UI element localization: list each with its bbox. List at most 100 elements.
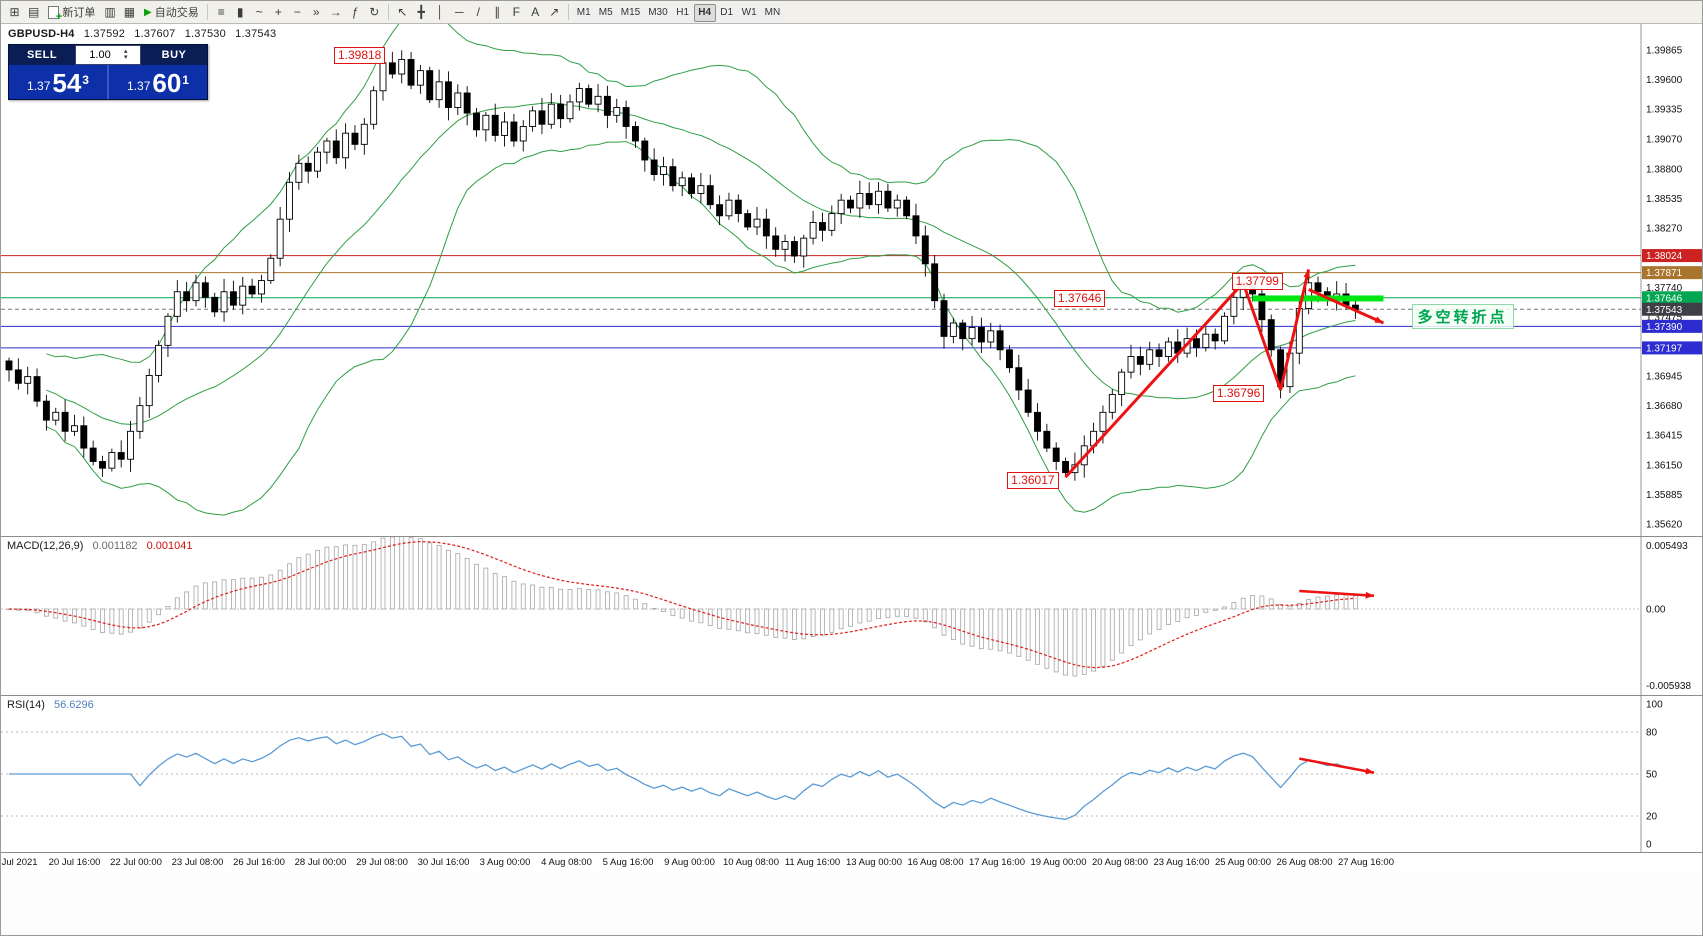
line-chart-button[interactable]: ~ [250,3,269,22]
cursor-button[interactable]: ↖ [393,3,412,22]
data-window-button[interactable]: ▦ [120,3,139,22]
macd-panel: 0.005493 0.00 -0.005938 MACD(12,26,9) 0.00… [1,536,1702,695]
macd-bar [44,608,49,617]
macd-bar [820,608,825,636]
timeframe-m15[interactable]: M15 [616,3,645,22]
zigzag-segment[interactable] [1064,281,1245,479]
candle-body [800,237,808,257]
macd-bar [773,608,779,638]
timeframe-h4[interactable]: H4 [693,3,716,22]
macd-bar [361,544,367,610]
main-chart-canvas[interactable]: 1.39865 1.39600 1.39335 1.39070 1.38800 1.385… [1,24,1703,536]
rsi-value: 56.6296 [53,699,94,711]
macd-bar [633,598,638,610]
spinner-up-icon[interactable]: ▴ [124,48,128,55]
horizontal-line-button[interactable]: ─ [450,3,469,22]
ohlc-open: 1.37592 [83,28,126,40]
trendline-button[interactable]: / [469,3,488,22]
zigzag-segment[interactable] [1241,282,1283,391]
price-annotation[interactable]: 1.39818 [333,47,386,65]
candle-body [14,369,22,384]
candle-body [538,110,546,125]
macd-bar [866,608,872,622]
macd-bar [259,576,264,610]
candle-body [342,132,350,159]
auto-scroll-button[interactable]: » [307,3,326,22]
macd-bar [1119,608,1125,654]
macd-bar [754,608,760,634]
macd-bar [932,608,938,629]
time-axis-label: 25 Aug 00:00 [1215,857,1271,868]
price-annotation[interactable]: 1.37799 [1231,272,1283,290]
spinner-down-icon[interactable]: ▾ [124,54,128,61]
autotrading-button[interactable]: ▶ 自动交易 [140,3,203,22]
candlestick-chart-button[interactable]: ▮ [231,3,250,22]
macd-bar [1137,608,1143,641]
volume-field: ▴ ▾ [75,45,141,65]
sell-price[interactable]: 1.37 54 3 [9,65,107,99]
timeframe-m30[interactable]: M30 [644,3,672,22]
macd-bar [53,608,59,619]
timeframe-mn[interactable]: MN [760,3,785,22]
candle-body [1164,341,1172,357]
sell-button[interactable]: SELL [9,45,75,65]
candle-body [529,110,537,127]
time-axis[interactable]: 20 Jul 2021 20 Jul 16:00 22 Jul 00:00 23 Ju… [1,852,1702,873]
candle-body [229,291,237,306]
ohlc-high: 1.37607 [134,28,176,40]
timeframe-d1[interactable]: D1 [715,3,738,22]
bars-chart-icon: ≡ [217,5,225,19]
refresh-button[interactable]: ↻ [365,3,384,22]
time-axis-label: 23 Jul 08:00 [171,857,224,868]
crosshair-button[interactable]: ╋ [412,3,431,22]
turning-point-note[interactable]: 多空转折点 [1411,304,1514,330]
zoom-out-button[interactable]: − [288,3,307,22]
main-chart-panel: 1.39865 1.39600 1.39335 1.39070 1.38800 1.385… [1,24,1702,536]
buy-button[interactable]: BUY [141,45,207,65]
new-order-button[interactable]: 新订单 [44,3,99,23]
volume-spinner[interactable]: ▴ ▾ [124,48,128,61]
price-annotation[interactable]: 1.36017 [1007,471,1059,489]
vertical-line-button[interactable]: │ [431,3,450,22]
new-chart-button[interactable]: ⊞ [5,3,24,22]
macd-bar [810,608,816,637]
arrow-tools-button[interactable]: ↗ [545,3,564,22]
bars-chart-button[interactable]: ≡ [212,3,231,22]
candle-body [1155,349,1163,357]
timeframe-buttons: M1 M5 M15 M30 H1 H4 D1 W1 MN [572,2,785,22]
macd-bar [576,588,582,610]
macd-canvas[interactable]: 0.005493 0.00 -0.005938 [1,537,1703,695]
zoom-in-button[interactable]: + [269,3,288,22]
candle-body [5,360,13,371]
fibonacci-button[interactable]: F [507,3,526,22]
profiles-button[interactable]: ▤ [24,3,43,22]
candle-body [809,222,817,239]
macd-bar [193,585,199,610]
price-annotation[interactable]: 1.36796 [1212,384,1265,402]
macd-bar [1203,608,1209,613]
timeframe-h1[interactable]: H1 [671,3,694,22]
timeframe-m1[interactable]: M1 [572,3,595,22]
chart-shift-button[interactable]: → [326,3,346,22]
time-axis-label: 11 Aug 16:00 [784,857,841,868]
candle-body [856,193,864,209]
text-label-button[interactable]: A [526,3,545,22]
timeframe-w1[interactable]: W1 [737,3,761,22]
candle-body [70,425,78,432]
market-watch-button[interactable]: ▥ [100,3,119,22]
macd-bar [763,608,769,636]
highlight-bar[interactable] [1252,295,1384,302]
price-annotation[interactable]: 1.37646 [1053,289,1106,307]
rsi-axis-label: 50 [1646,770,1658,781]
macd-bar [1166,608,1171,625]
rsi-canvas[interactable]: 100 80 50 20 0 [1,696,1703,852]
volume-input[interactable] [76,48,124,62]
candle-body [314,151,321,172]
candle-body [267,257,275,282]
rsi-line [9,732,1356,820]
timeframe-m5[interactable]: M5 [594,3,617,22]
candle-body [987,330,995,343]
indicators-button[interactable]: ƒ [346,3,365,22]
equidistant-channel-button[interactable]: ∥ [488,3,507,22]
buy-price[interactable]: 1.37 60 1 [109,65,207,99]
